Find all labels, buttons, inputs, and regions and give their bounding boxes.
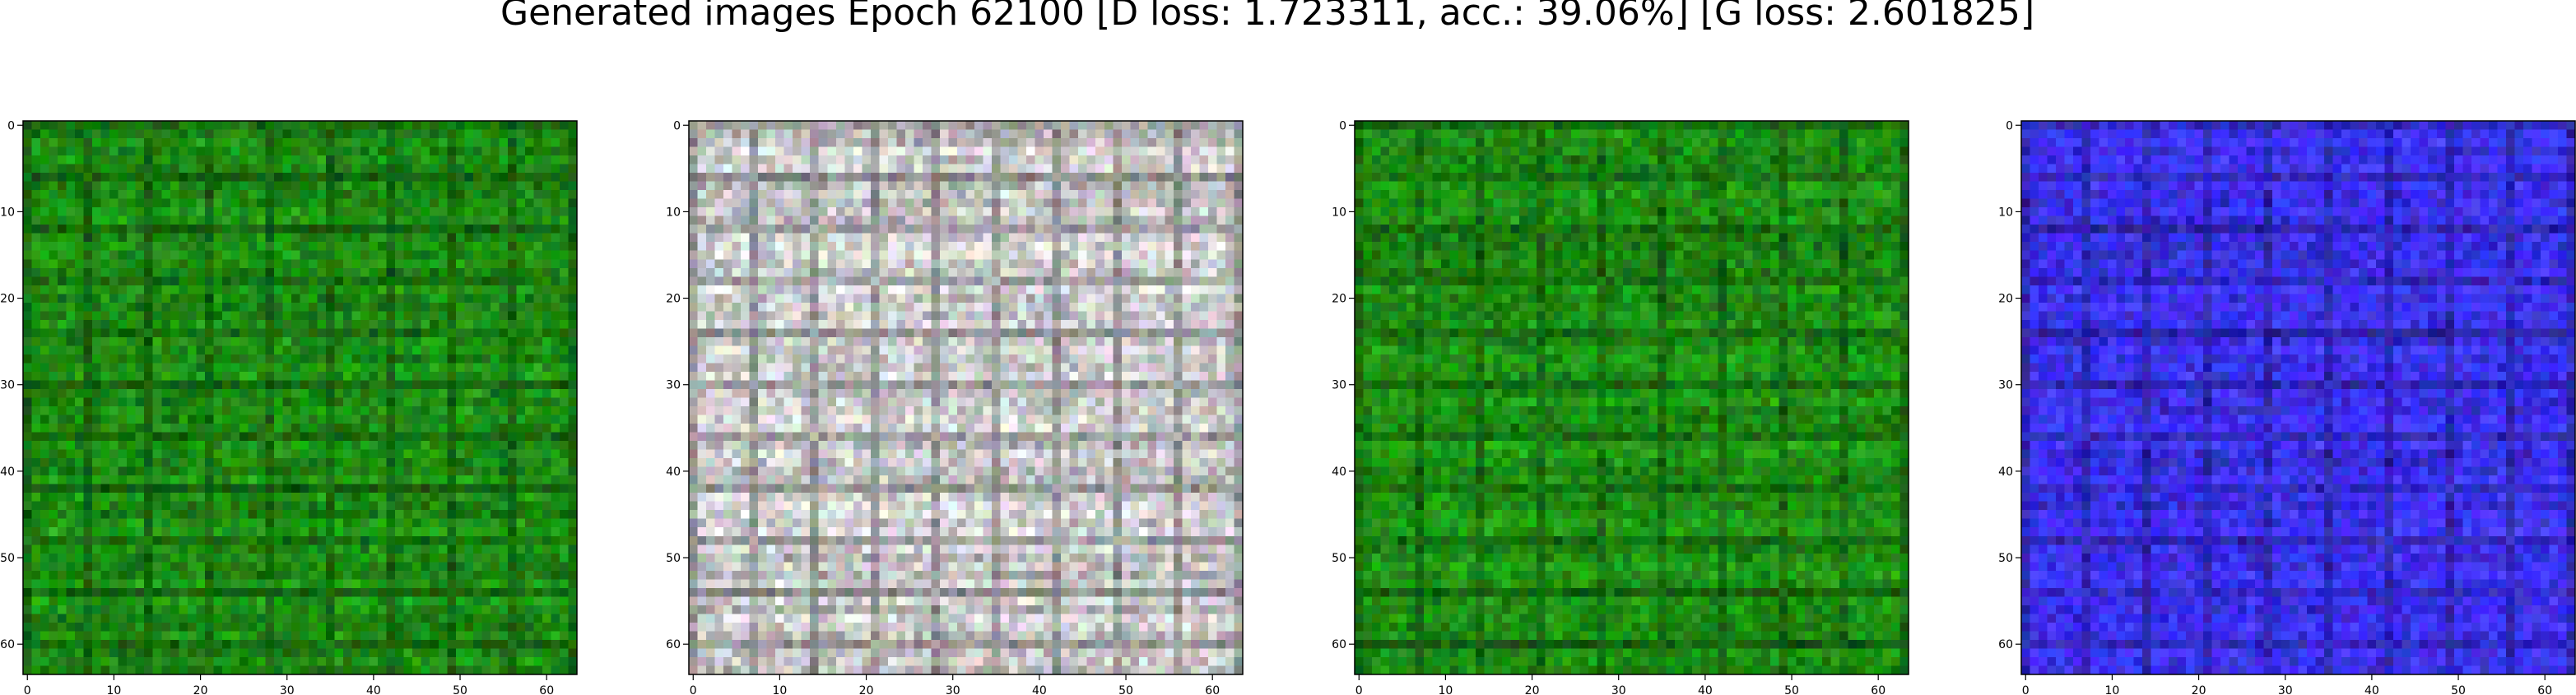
y-tick-label: 40	[1332, 466, 1346, 479]
x-tick-label: 40	[1698, 684, 1713, 695]
y-tick-label: 30	[1998, 379, 2013, 392]
y-tick-label: 0	[2006, 119, 2013, 132]
y-tick-label: 30	[1332, 379, 1346, 392]
y-tick-label: 60	[0, 638, 15, 651]
x-tick-label: 30	[1611, 684, 1626, 695]
y-tick-label: 10	[666, 206, 681, 219]
y-tick-label: 60	[1332, 638, 1346, 651]
image-panel-1: 0 10 20 30 40 50 60 0 10 20 30 40 50 60	[0, 119, 578, 695]
image-panel-3: 0 10 20 30 40 50 60 0 10 20 30 40 50 60	[1332, 119, 1909, 695]
y-tick-label: 10	[1998, 206, 2013, 219]
x-tick-label: 40	[2364, 684, 2379, 695]
x-tick-label: 0	[24, 684, 31, 695]
x-tick-label: 40	[366, 684, 381, 695]
x-tick-label: 10	[2105, 684, 2120, 695]
y-tick-label: 40	[1998, 466, 2013, 479]
generated-image-3	[1355, 121, 1909, 674]
y-tick-label: 50	[1998, 552, 2013, 565]
figure-title: Generated images Epoch 62100 [D loss: 1.…	[500, 0, 2034, 34]
x-tick-label: 50	[1784, 684, 1799, 695]
y-tick-label: 20	[1998, 293, 2013, 306]
x-tick-label: 20	[2192, 684, 2206, 695]
x-tick-label: 60	[539, 684, 554, 695]
y-tick-label: 40	[666, 466, 681, 479]
x-tick-label: 10	[1439, 684, 1453, 695]
y-tick-label: 30	[0, 379, 15, 392]
y-tick-label: 50	[0, 552, 15, 565]
x-tick-label: 50	[2451, 684, 2466, 695]
x-tick-label: 10	[773, 684, 788, 695]
x-tick-label: 20	[859, 684, 874, 695]
y-tick-label: 60	[666, 638, 681, 651]
generated-image-1	[23, 121, 577, 674]
x-tick-label: 20	[1525, 684, 1540, 695]
y-tick-label: 0	[1339, 119, 1346, 132]
x-tick-label: 60	[2537, 684, 2552, 695]
x-tick-label: 40	[1032, 684, 1047, 695]
x-tick-label: 30	[2278, 684, 2293, 695]
x-tick-label: 10	[107, 684, 122, 695]
y-tick-label: 20	[1332, 293, 1346, 306]
y-tick-label: 0	[7, 119, 15, 132]
image-panel-2: 0 10 20 30 40 50 60 0 10 20 30 40 50 60	[666, 119, 1244, 695]
generated-image-2	[689, 121, 1243, 674]
axes-frame	[1354, 120, 1909, 675]
x-tick-label: 50	[1118, 684, 1133, 695]
x-tick-label: 0	[690, 684, 697, 695]
y-tick-label: 30	[666, 379, 681, 392]
x-tick-label: 30	[946, 684, 960, 695]
y-tick-label: 60	[1998, 638, 2013, 651]
y-tick-label: 10	[1332, 206, 1346, 219]
image-panel-4: 0 10 20 30 40 50 60 0 10 20 30 40 50 60	[1998, 119, 2576, 695]
y-tick-label: 40	[0, 466, 15, 479]
y-tick-label: 20	[666, 293, 681, 306]
axes-frame	[2020, 120, 2576, 675]
generated-image-4	[2021, 121, 2575, 674]
x-tick-label: 50	[453, 684, 467, 695]
y-tick-label: 10	[0, 206, 15, 219]
y-tick-label: 50	[1332, 552, 1346, 565]
x-tick-label: 60	[1871, 684, 1886, 695]
x-tick-label: 0	[2022, 684, 2030, 695]
x-tick-label: 20	[193, 684, 208, 695]
y-tick-label: 50	[666, 552, 681, 565]
x-tick-label: 30	[280, 684, 295, 695]
axes-frame	[22, 120, 578, 675]
y-tick-label: 0	[673, 119, 681, 132]
y-tick-label: 20	[0, 293, 15, 306]
x-tick-label: 60	[1205, 684, 1220, 695]
axes-frame	[688, 120, 1244, 675]
x-tick-label: 0	[1355, 684, 1363, 695]
